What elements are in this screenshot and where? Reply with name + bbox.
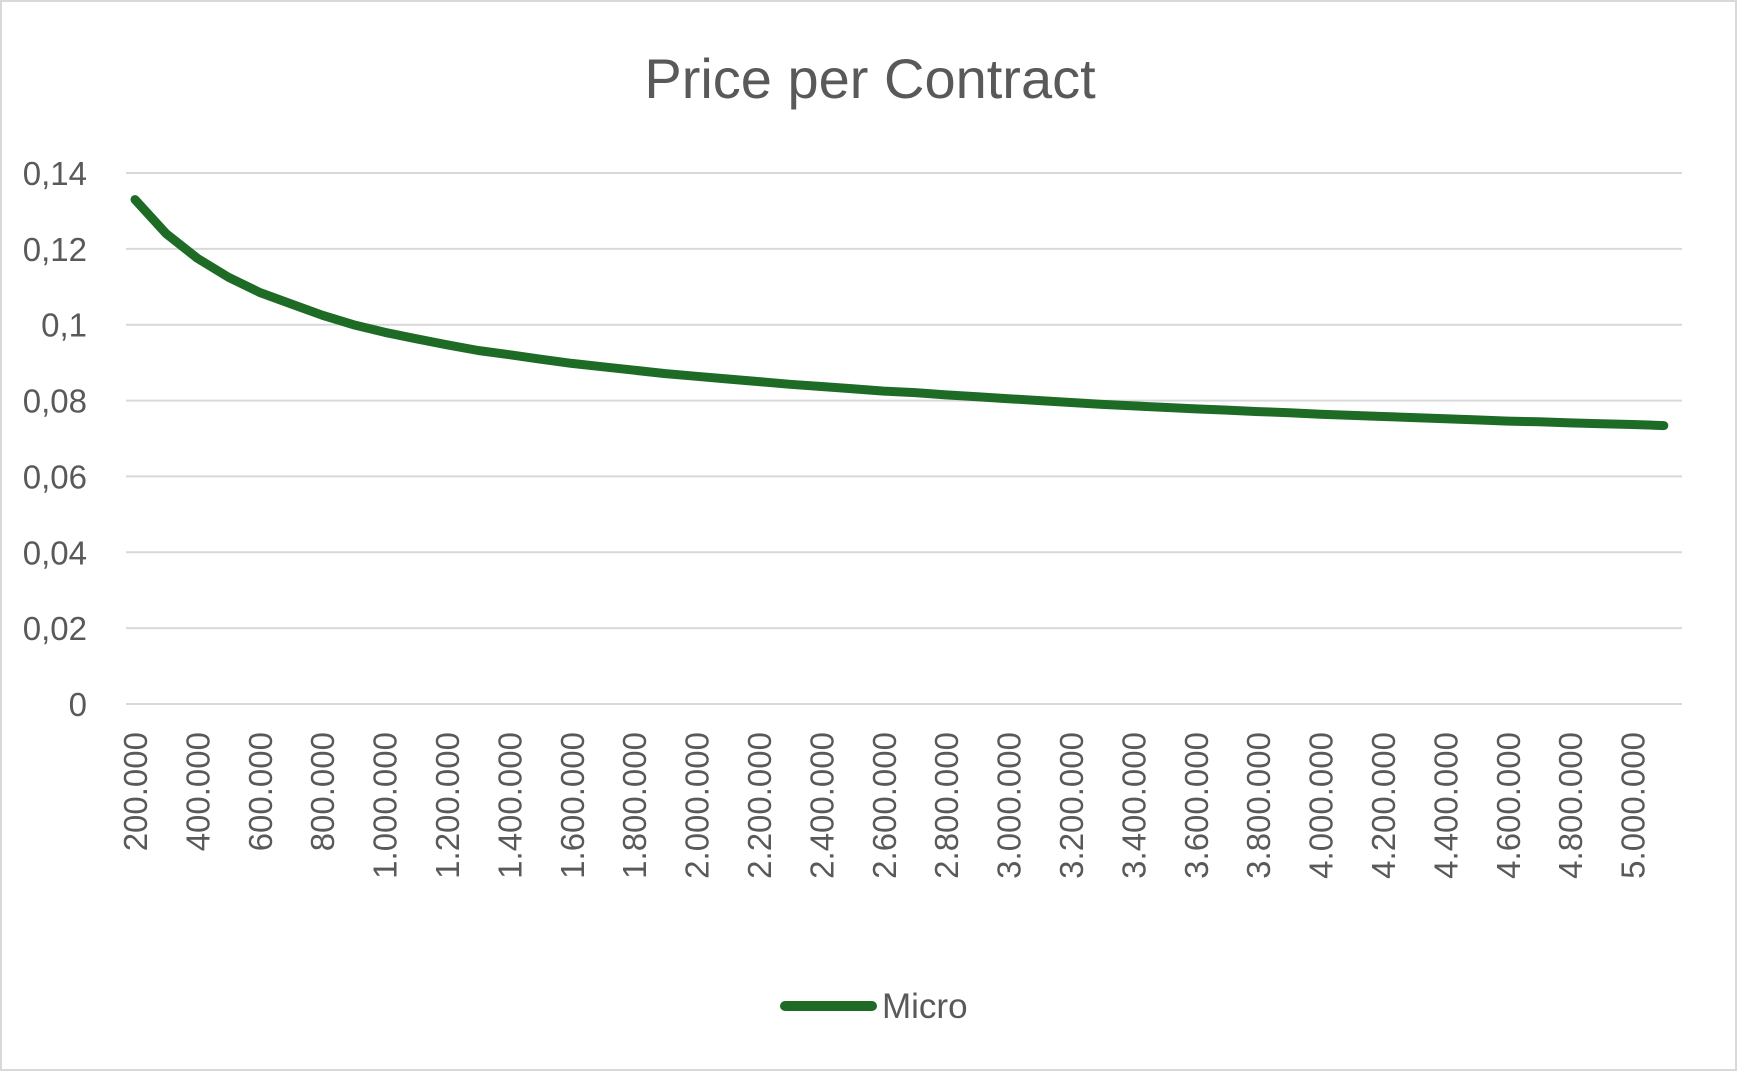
x-tick-label: 2.600.000	[866, 732, 903, 879]
y-tick-label: 0,06	[23, 458, 87, 495]
series-layer	[130, 195, 1669, 431]
x-tick-label: 3.400.000	[1115, 732, 1152, 879]
y-tick-label: 0,08	[23, 383, 87, 420]
x-tick-label: 1.000.000	[367, 732, 404, 879]
series-line-micro	[130, 195, 1669, 431]
x-axis-ticks: 200.000 400.000 600.000 800.000 1.000.000 1.2…	[117, 732, 1652, 879]
y-tick-label: 0,04	[23, 534, 87, 571]
y-tick-label: 0,02	[23, 610, 87, 647]
x-tick-label: 1.200.000	[429, 732, 466, 879]
x-tick-label: 4.200.000	[1365, 732, 1402, 879]
legend: Micro	[780, 987, 968, 1026]
x-tick-label: 1.600.000	[554, 732, 591, 879]
x-tick-label: 4.600.000	[1490, 732, 1527, 879]
x-tick-label: 2.000.000	[679, 732, 716, 879]
x-tick-label: 400.000	[179, 732, 216, 851]
x-tick-label: 200.000	[117, 732, 154, 851]
x-tick-label: 5.000.000	[1615, 732, 1652, 879]
x-tick-label: 4.000.000	[1303, 732, 1340, 879]
x-tick-label: 1.800.000	[616, 732, 653, 879]
x-tick-label: 3.800.000	[1240, 732, 1277, 879]
x-tick-label: 800.000	[304, 732, 341, 851]
x-tick-label: 2.400.000	[803, 732, 840, 879]
gridlines	[126, 172, 1682, 705]
x-tick-label: 3.600.000	[1178, 732, 1215, 879]
x-tick-label: 3.000.000	[991, 732, 1028, 879]
x-tick-label: 4.400.000	[1427, 732, 1464, 879]
x-tick-label: 3.200.000	[1053, 732, 1090, 879]
y-tick-label: 0,14	[23, 155, 87, 192]
x-tick-label: 1.400.000	[491, 732, 528, 879]
y-axis-ticks: 0 0,02 0,04 0,06 0,08 0,1 0,12 0,14	[23, 155, 87, 723]
x-tick-label: 600.000	[242, 732, 279, 851]
x-tick-label: 2.200.000	[741, 732, 778, 879]
y-tick-label: 0	[69, 686, 87, 723]
y-tick-label: 0,12	[23, 231, 87, 268]
chart-title: Price per Contract	[644, 47, 1096, 110]
x-tick-label: 4.800.000	[1552, 732, 1589, 879]
legend-label-micro: Micro	[882, 987, 968, 1026]
x-tick-label: 2.800.000	[928, 732, 965, 879]
y-tick-label: 0,1	[41, 307, 87, 344]
